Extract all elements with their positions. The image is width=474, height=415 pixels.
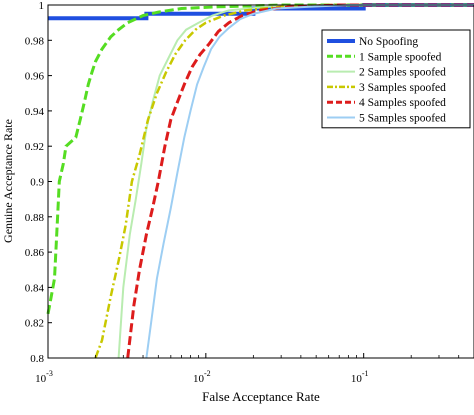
legend-label-3: 2 Samples spoofed	[359, 67, 446, 79]
y-tick-label-1: 0.82	[25, 318, 44, 330]
y-tick-label-8: 0.96	[25, 71, 45, 83]
y-tick-label-0: 0.8	[30, 353, 44, 365]
y-tick-label-4: 0.88	[25, 212, 45, 224]
y-tick-label-3: 0.86	[25, 247, 45, 259]
y-tick-label-10: 1	[39, 0, 45, 12]
legend-label-5: 4 Samples spoofed	[359, 97, 446, 109]
y-tick-label-6: 0.92	[25, 141, 44, 153]
x-axis-label: False Acceptance Rate	[202, 389, 320, 404]
y-tick-label-2: 0.84	[25, 282, 45, 294]
legend-label-1: No Spoofing	[359, 36, 418, 48]
legend: No Spoofing 1 Sample spoofed 2 Samples spo…	[322, 30, 470, 128]
y-tick-label-9: 0.98	[25, 35, 45, 47]
y-tick-label-5: 0.9	[30, 177, 44, 189]
legend-label-6: 5 Samples spoofed	[359, 113, 446, 125]
y-tick-label-7: 0.94	[25, 106, 45, 118]
legend-label-2: 1 Sample spoofed	[359, 51, 442, 63]
legend-label-4: 3 Samples spoofed	[359, 82, 446, 94]
y-axis-label: Genuine Acceptance Rate	[1, 119, 15, 243]
